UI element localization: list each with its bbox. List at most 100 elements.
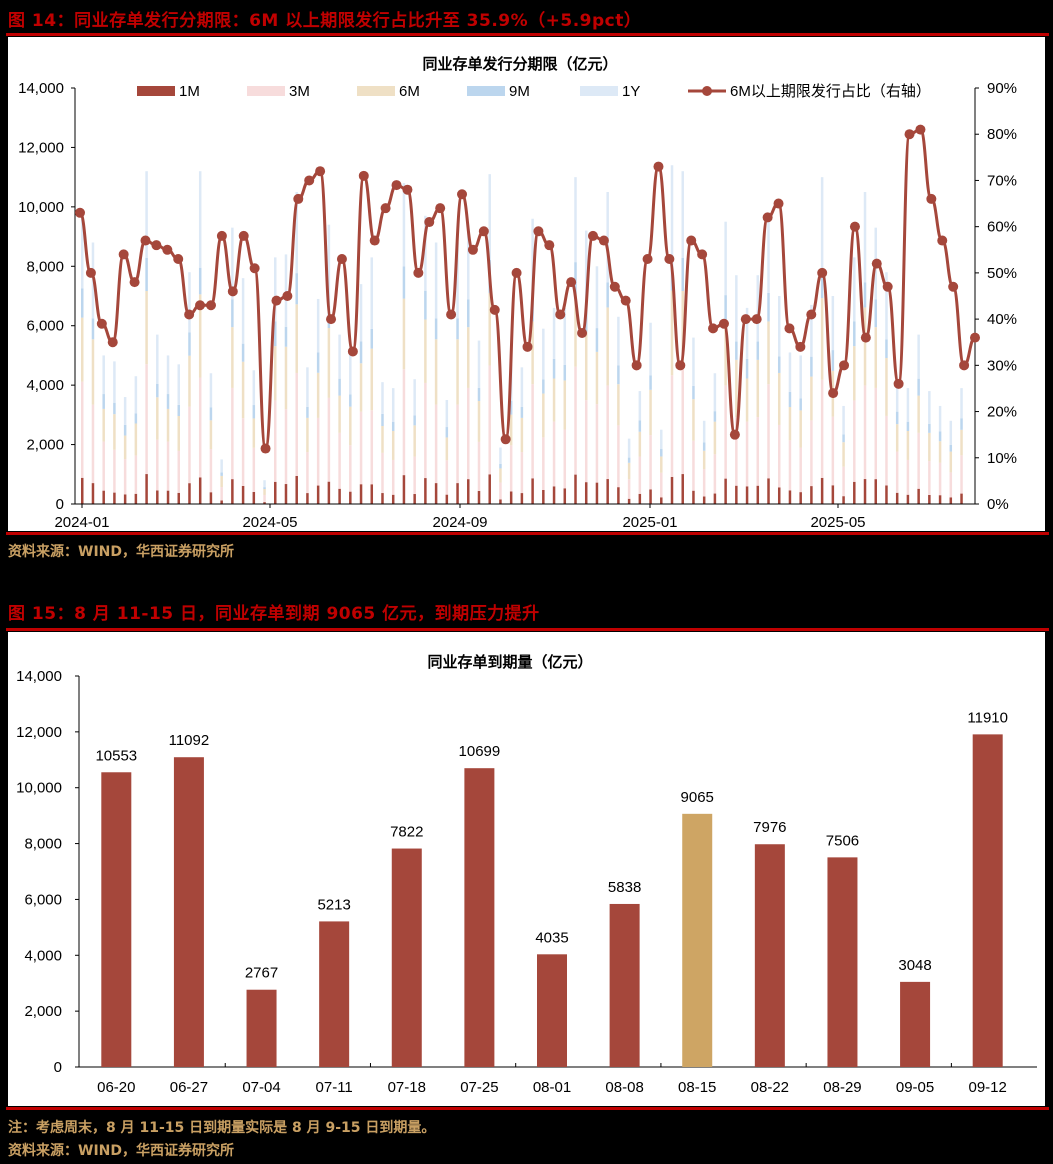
line-marker — [860, 332, 871, 343]
line-marker — [358, 170, 369, 181]
x-tick: 07-25 — [460, 1079, 498, 1096]
bar-value-label: 10553 — [95, 747, 137, 764]
line-marker — [533, 226, 544, 237]
bar-07-04: 2767 07-04 — [242, 965, 280, 1096]
line-marker — [75, 207, 85, 218]
line-marker — [118, 249, 129, 260]
bar-value-label: 11092 — [169, 732, 210, 749]
y-left-tick: 0 — [56, 496, 64, 513]
legend-label: 1M — [179, 83, 200, 100]
line-marker — [609, 281, 620, 292]
line-marker — [500, 434, 511, 445]
line-marker — [271, 295, 282, 306]
legend-swatch-1Y — [580, 86, 618, 96]
x-tick: 07-11 — [316, 1079, 353, 1096]
y-left-tick: 14,000 — [18, 80, 64, 97]
line-marker — [893, 378, 904, 389]
legend-label: 3M — [289, 83, 310, 100]
line-marker — [817, 267, 828, 278]
figure14-title: 图 14：同业存单发行分期限：6M 以上期限发行占比升至 35.9%（+5.9p… — [8, 11, 642, 31]
x-tick: 08-29 — [823, 1079, 861, 1096]
line-marker — [653, 161, 664, 172]
line-marker — [773, 198, 784, 209]
line-marker — [762, 212, 773, 223]
line-marker — [566, 277, 577, 288]
line-marker — [151, 240, 162, 251]
line-marker — [577, 327, 588, 338]
legend-label: 6M以上期限发行占比（右轴） — [730, 83, 931, 100]
y-tick: 0 — [54, 1059, 62, 1076]
line-marker — [718, 318, 729, 329]
legend-swatch-9M — [467, 86, 505, 96]
line-marker — [631, 360, 642, 371]
x-tick: 08-22 — [751, 1079, 789, 1096]
figure14-top-rule — [6, 33, 1049, 36]
line-marker — [555, 309, 566, 320]
line-marker — [675, 360, 686, 371]
line-marker — [446, 309, 457, 320]
line-marker — [708, 323, 719, 334]
x-tick: 08-08 — [605, 1079, 643, 1096]
line-marker — [904, 129, 915, 140]
bar-value-label: 5213 — [317, 896, 350, 913]
line-marker — [304, 175, 315, 186]
line-marker — [162, 244, 173, 255]
line-marker — [107, 337, 118, 348]
bar-09-12: 11910 09-12 — [967, 709, 1008, 1096]
bar-07-11: 5213 07-11 — [316, 896, 353, 1096]
line-marker — [457, 189, 468, 200]
y-tick: 14,000 — [16, 668, 62, 685]
share-6m-plus-line — [75, 124, 980, 454]
bar-08-29: 7506 08-29 — [823, 832, 861, 1096]
chart2-title: 同业存单到期量（亿元） — [427, 653, 592, 671]
line-marker — [642, 254, 653, 265]
x-tick: 06-27 — [170, 1079, 208, 1096]
line-marker — [806, 309, 817, 320]
bar-value-label: 7976 — [753, 819, 786, 836]
bar-08-08: 5838 08-08 — [605, 879, 643, 1096]
x-tick: 2024-01 — [54, 514, 109, 531]
bar-08-01: 4035 08-01 — [533, 929, 571, 1096]
line-marker — [511, 267, 522, 278]
figure14-bottom-rule — [6, 532, 1049, 535]
figure14-chart-panel: 同业存单发行分期限（亿元） 1M 3M 6M 9M 1Y 6M以上期限发行占比（右轴） 0 2,… — [8, 37, 1045, 531]
bar-value-label: 7822 — [390, 824, 423, 841]
x-tick: 08-01 — [533, 1079, 571, 1096]
line-marker — [282, 291, 293, 301]
line-marker — [849, 221, 860, 232]
line-marker — [96, 318, 107, 329]
line-marker — [598, 235, 609, 246]
x-tick: 09-05 — [896, 1079, 934, 1096]
bar-06-27: 11092 06-27 — [169, 732, 210, 1096]
y-left-tick: 8,000 — [26, 258, 64, 275]
line-marker — [697, 249, 708, 260]
x-tick: 2024-09 — [432, 514, 487, 531]
line-marker — [315, 166, 326, 177]
bar-value-label: 4035 — [535, 929, 568, 946]
line-marker — [489, 304, 500, 315]
line-marker — [882, 281, 893, 292]
issuance-by-tenor-chart: 同业存单发行分期限（亿元） 1M 3M 6M 9M 1Y 6M以上期限发行占比（右轴） 0 2,… — [18, 55, 1017, 531]
y-right-tick: 90% — [987, 80, 1017, 97]
line-marker — [937, 235, 948, 246]
bar-06-20: 10553 06-20 — [95, 747, 137, 1096]
line-marker — [227, 286, 238, 297]
line-marker — [184, 309, 195, 320]
y-tick: 8,000 — [24, 836, 62, 853]
figure15-bottom-rule — [6, 1107, 1049, 1110]
line-marker — [620, 295, 631, 306]
chart1-axes: 0 2,000 4,000 6,000 8,000 10,000 12,000 14,000 0… — [18, 80, 1017, 531]
chart1-legend: 1M 3M 6M 9M 1Y 6M以上期限发行占比（右轴） — [137, 83, 931, 100]
bar-07-25: 10699 07-25 — [459, 743, 501, 1096]
line-marker — [195, 300, 206, 311]
line-marker — [326, 314, 337, 325]
bar-07-18: 7822 07-18 — [388, 824, 426, 1096]
bar-08-15: 9065 08-15 — [678, 789, 716, 1096]
y-right-tick: 0% — [987, 496, 1009, 513]
line-marker — [402, 184, 413, 195]
line-marker — [478, 226, 489, 237]
figure14-source: 资料来源：WIND，华西证券研究所 — [8, 544, 234, 560]
line-marker — [369, 235, 380, 246]
y-tick: 10,000 — [16, 780, 62, 797]
x-tick: 07-18 — [388, 1079, 426, 1096]
